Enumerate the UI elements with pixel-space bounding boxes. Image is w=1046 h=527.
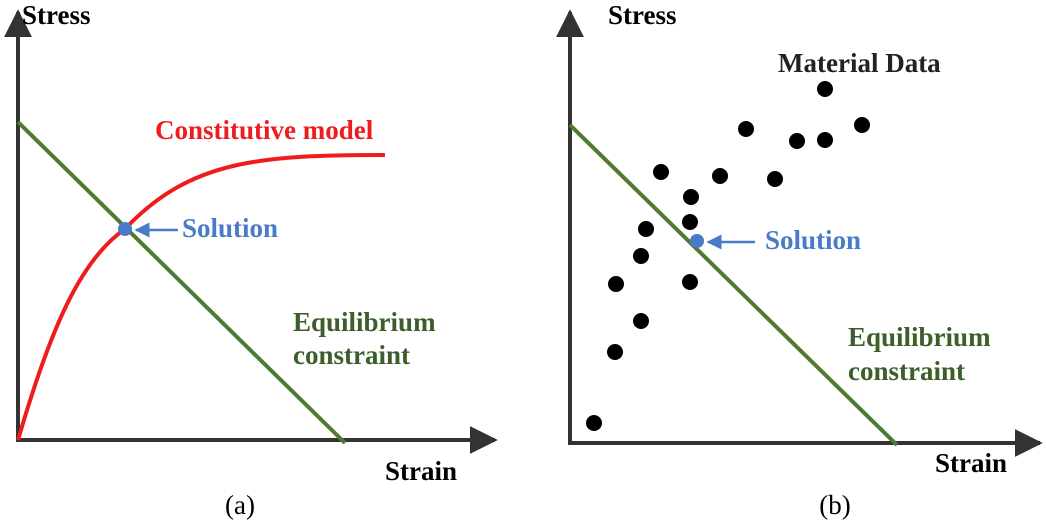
y-axis-label: Stress: [22, 0, 91, 30]
material-point: [767, 171, 783, 187]
panel-b: Stress Strain (b) Material Data Solution…: [556, 0, 1043, 520]
panel-a: Stress Strain (a) Constitutive model Sol…: [3, 0, 498, 520]
material-points: [586, 81, 870, 431]
solution-label: Solution: [182, 213, 278, 243]
solution-point: [690, 234, 704, 248]
material-point: [633, 313, 649, 329]
constraint-label: constraint: [293, 340, 410, 370]
material-point: [638, 221, 654, 237]
x-axis-label: Strain: [935, 448, 1007, 478]
solution-label: Solution: [765, 225, 861, 255]
material-point: [789, 133, 805, 149]
y-axis-label: Stress: [608, 0, 677, 30]
equilibrium-line: [16, 120, 347, 445]
material-point: [817, 81, 833, 97]
caption: (b): [819, 490, 850, 520]
constraint-label: constraint: [848, 356, 965, 386]
constraint-label: Equilibrium: [848, 322, 991, 352]
x-axis-label: Strain: [385, 456, 457, 486]
material-point: [683, 189, 699, 205]
caption: (a): [225, 490, 255, 520]
material-point: [608, 276, 624, 292]
material-point: [738, 121, 754, 137]
material-point: [854, 117, 870, 133]
data-label: Material Data: [778, 48, 941, 78]
equilibrium-line: [568, 123, 899, 447]
constraint-label: Equilibrium: [293, 307, 436, 337]
constitutive-curve: [16, 153, 386, 441]
material-point: [653, 164, 669, 180]
material-point: [682, 214, 698, 230]
material-point: [712, 168, 728, 184]
material-point: [682, 274, 698, 290]
material-point: [586, 415, 602, 431]
curve-label: Constitutive model: [155, 115, 374, 145]
material-point: [817, 132, 833, 148]
solution-point: [118, 222, 132, 236]
material-point: [607, 344, 623, 360]
material-point: [633, 248, 649, 264]
